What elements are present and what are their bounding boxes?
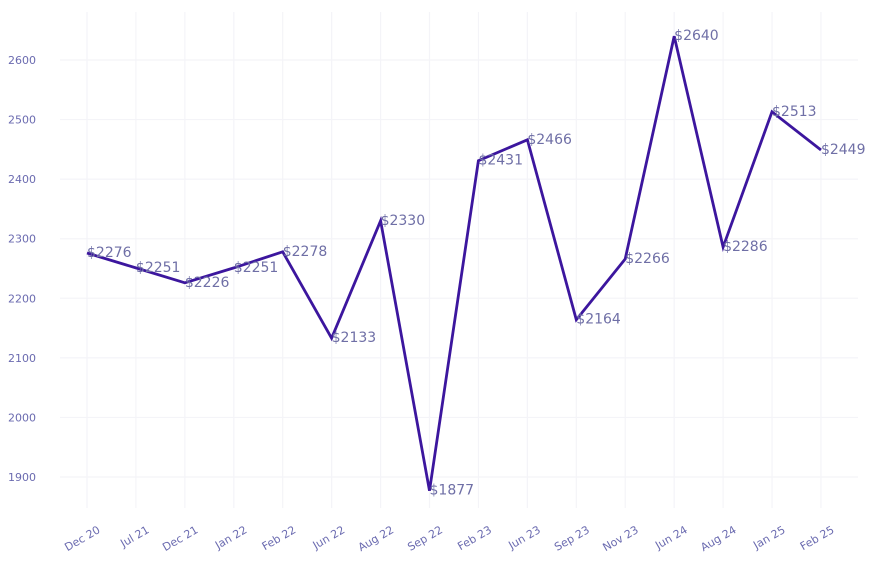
x-tick-label: Sep 23 <box>552 523 592 553</box>
y-tick-label: 2300 <box>8 233 36 246</box>
data-label: $2466 <box>527 132 572 148</box>
data-label: $2266 <box>625 251 670 267</box>
y-tick-label: 2600 <box>8 54 36 67</box>
x-tick-label: Dec 21 <box>160 523 200 554</box>
x-tick-label: Feb 23 <box>455 523 494 553</box>
x-tick-label: Nov 23 <box>600 523 640 554</box>
grid-horizontal <box>60 59 858 478</box>
grid-vertical <box>86 12 822 508</box>
x-tick-label: Jan 22 <box>212 523 249 552</box>
data-label: $2330 <box>381 213 426 229</box>
y-tick-label: 2000 <box>8 411 36 424</box>
x-tick-label: Feb 22 <box>260 523 299 553</box>
series-line <box>86 35 822 491</box>
x-tick-label: Jun 22 <box>310 523 347 552</box>
y-tick-label: 2200 <box>8 292 36 305</box>
data-label: $2449 <box>821 142 866 158</box>
data-label: $2251 <box>234 260 279 276</box>
data-label: $2431 <box>478 153 523 169</box>
data-label: $2133 <box>332 330 377 346</box>
y-tick-label: 2100 <box>8 352 36 365</box>
x-axis-ticks: Dec 20 Jul 21 Dec 21 Jan 22 Feb 22 Jun 22 Aug … <box>62 523 836 554</box>
data-label: $2164 <box>576 312 621 328</box>
y-tick-label: 1900 <box>8 471 36 484</box>
data-label: $2251 <box>136 260 181 276</box>
y-tick-label: 2500 <box>8 114 36 127</box>
data-label: $2226 <box>185 275 230 291</box>
x-tick-label: Jul 21 <box>117 523 151 550</box>
data-labels: $2276$2251$2226$2251$2278$2133$2330$1877… <box>87 28 865 499</box>
x-tick-label: Aug 22 <box>356 523 396 554</box>
data-label: $2276 <box>87 245 132 261</box>
data-label: $2640 <box>674 28 719 44</box>
data-label: $2278 <box>283 244 328 260</box>
x-tick-label: Jun 24 <box>652 523 689 552</box>
data-label: $2286 <box>723 239 768 255</box>
x-tick-label: Feb 25 <box>798 523 837 553</box>
y-tick-label: 2400 <box>8 173 36 186</box>
y-axis-ticks: 1900 2000 2100 2200 2300 2400 2500 2600 <box>8 54 36 484</box>
x-tick-label: Dec 20 <box>62 523 102 554</box>
data-label: $2513 <box>772 104 817 120</box>
data-label: $1877 <box>430 483 475 499</box>
x-tick-label: Aug 24 <box>698 523 738 554</box>
x-tick-label: Jun 23 <box>505 523 542 552</box>
x-tick-label: Jan 25 <box>750 523 787 552</box>
x-tick-label: Sep 22 <box>405 523 445 553</box>
